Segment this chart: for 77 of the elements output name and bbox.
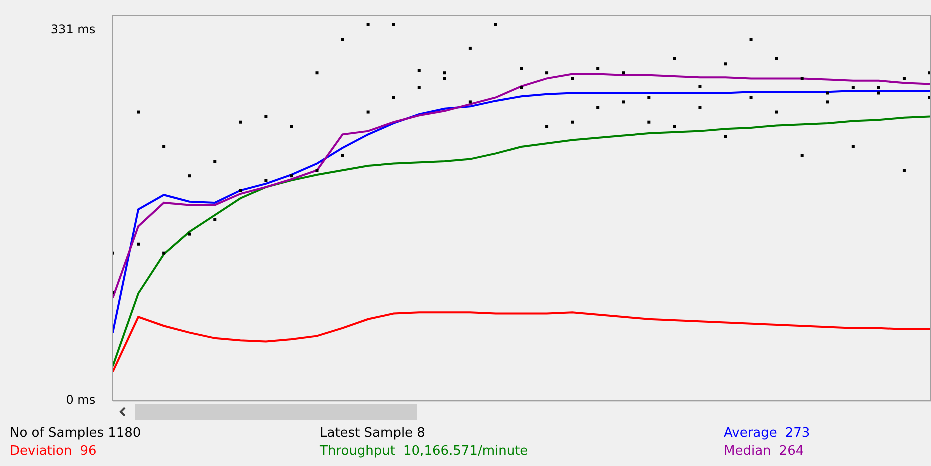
point — [698, 106, 702, 110]
text: 10,166.571/minute — [404, 444, 528, 459]
point — [341, 154, 344, 158]
text: 273 — [785, 426, 810, 441]
point — [392, 23, 396, 26]
point — [622, 72, 626, 75]
point — [775, 110, 778, 114]
point — [800, 154, 804, 158]
point — [366, 23, 370, 26]
point — [775, 57, 778, 60]
point — [546, 72, 549, 75]
point — [418, 69, 421, 72]
point — [852, 86, 855, 90]
point — [162, 252, 166, 255]
text: 96 — [80, 444, 97, 459]
point — [366, 110, 370, 114]
text: 264 — [779, 444, 804, 459]
point — [418, 86, 421, 90]
point — [724, 135, 728, 138]
point — [162, 145, 166, 148]
point — [316, 169, 319, 172]
point — [622, 100, 626, 104]
point — [724, 62, 728, 66]
point — [341, 38, 344, 42]
point — [546, 125, 549, 128]
point — [698, 85, 702, 88]
point — [443, 72, 446, 75]
point — [239, 189, 242, 192]
point — [648, 96, 651, 100]
point — [443, 77, 446, 80]
text: Median — [724, 444, 772, 459]
point — [571, 77, 574, 80]
point — [137, 110, 140, 114]
point — [877, 86, 880, 90]
point — [571, 120, 574, 124]
point — [826, 100, 830, 104]
point — [264, 115, 268, 118]
point — [290, 174, 294, 178]
point — [902, 77, 906, 80]
point — [826, 92, 830, 95]
point — [468, 46, 472, 50]
point — [468, 100, 472, 104]
point — [214, 160, 217, 164]
text: Throughput — [320, 444, 396, 459]
point — [648, 120, 651, 124]
point — [877, 92, 880, 95]
point — [673, 125, 676, 128]
text: Latest Sample 8 — [320, 426, 426, 441]
y-tick-label: 331 ms — [50, 22, 96, 37]
point — [188, 232, 192, 236]
point — [750, 96, 753, 100]
point — [852, 145, 855, 148]
point — [137, 242, 140, 246]
point — [188, 174, 192, 178]
y-tick-label: 0 ms — [66, 393, 96, 408]
point — [316, 72, 319, 75]
point — [392, 96, 396, 100]
point — [520, 86, 523, 90]
text: No of Samples 1180 — [10, 426, 142, 441]
point — [290, 125, 294, 128]
line-series — [113, 312, 930, 374]
line-series — [113, 90, 930, 334]
point — [520, 67, 523, 70]
point — [214, 218, 217, 222]
point — [494, 23, 498, 26]
point — [750, 38, 753, 42]
text: Deviation — [10, 444, 72, 459]
text: Average — [724, 426, 778, 441]
line-series — [113, 116, 930, 368]
point — [596, 67, 600, 70]
point — [902, 169, 906, 172]
point — [264, 179, 268, 182]
point — [596, 106, 600, 110]
line-series — [113, 73, 930, 300]
point — [673, 57, 676, 60]
point — [800, 77, 804, 80]
point — [239, 120, 242, 124]
